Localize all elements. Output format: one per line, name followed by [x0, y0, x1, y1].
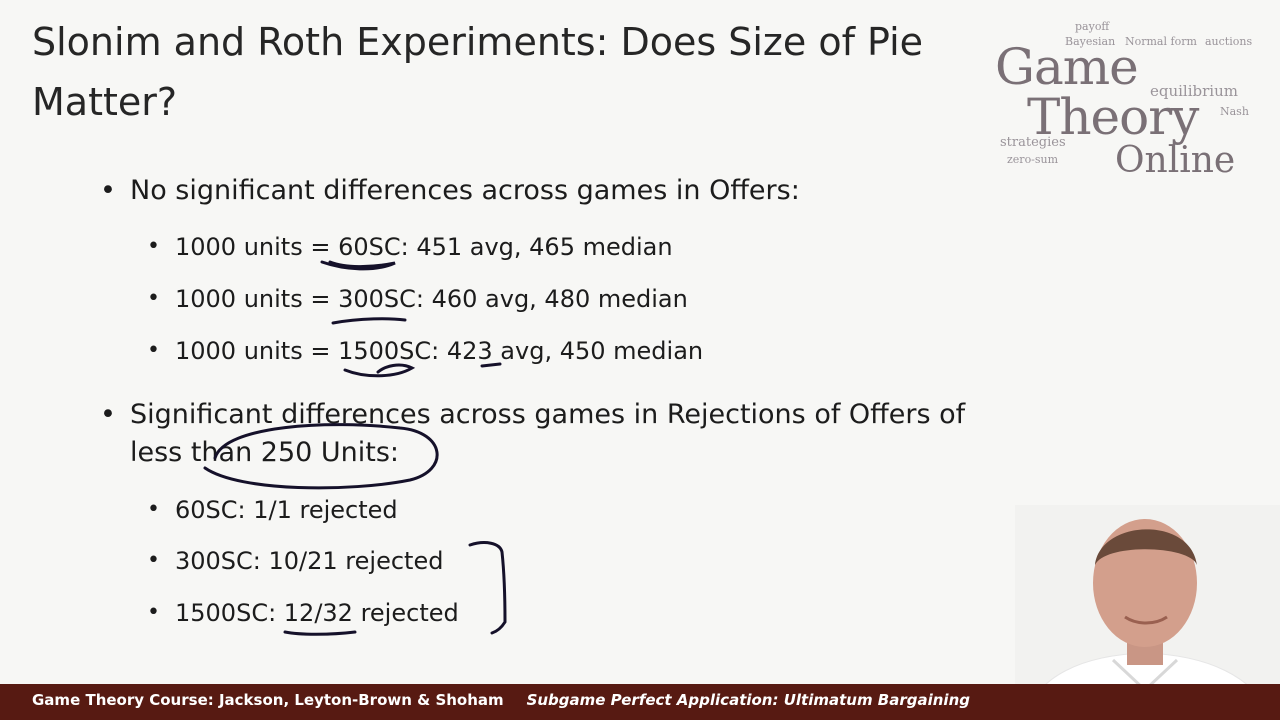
logo-word: zero-sum: [1007, 153, 1059, 166]
logo-word-theory: Theory: [1027, 88, 1199, 146]
footer-bar: Game Theory Course: Jackson, Leyton-Brow…: [0, 684, 1280, 720]
game-theory-online-logo: payoff Bayesian Normal form auctions Gam…: [995, 10, 1265, 185]
bullet-rejections: • Significant differences across games i…: [100, 396, 970, 472]
logo-word-game: Game: [995, 38, 1139, 96]
logo-word: auctions: [1205, 35, 1253, 48]
sub-bullet-60sc-rejected: • 60SC: 1/1 rejected: [147, 493, 398, 527]
logo-word: Nash: [1220, 105, 1249, 118]
logo-word: Normal form: [1125, 35, 1197, 48]
bullet-dot: •: [147, 338, 160, 363]
logo-word-online: Online: [1115, 140, 1236, 181]
slide: Slonim and Roth Experiments: Does Size o…: [32, 10, 1265, 636]
bullet-dot: •: [147, 497, 160, 522]
logo-word: payoff: [1075, 20, 1110, 33]
sub-bullet-1500sc-offers: • 1000 units = 1500SC: 423 avg, 450 medi…: [147, 334, 703, 368]
logo-word: strategies: [1000, 135, 1066, 150]
bullet-dot: •: [147, 548, 160, 573]
bullet-offers: • No significant differences across game…: [100, 172, 800, 210]
sub-bullet-1500sc-rejected: • 1500SC: 12/32 rejected: [147, 596, 459, 630]
logo-word: equilibrium: [1150, 82, 1238, 100]
sub-bullet-60sc-offers: • 1000 units = 60SC: 451 avg, 465 median: [147, 230, 673, 264]
sub-bullet-300sc-offers: • 1000 units = 300SC: 460 avg, 480 media…: [147, 282, 688, 316]
bracket-rejections: [468, 541, 507, 635]
bullet-dot: •: [147, 600, 160, 625]
underline-300sc: [331, 317, 407, 325]
bullet-dot: •: [100, 399, 116, 430]
logo-word: Bayesian: [1065, 35, 1116, 48]
footer-course-credit: Game Theory Course: Jackson, Leyton-Brow…: [32, 691, 504, 709]
footer-lecture-title: Subgame Perfect Application: Ultimatum B…: [526, 691, 970, 709]
sub-bullet-300sc-rejected: • 300SC: 10/21 rejected: [147, 544, 443, 578]
slide-title: Slonim and Roth Experiments: Does Size o…: [32, 20, 924, 124]
bullet-dot: •: [147, 286, 160, 311]
bullet-dot: •: [100, 175, 116, 206]
bullet-dot: •: [147, 234, 160, 259]
underline-12-32: [283, 630, 357, 636]
